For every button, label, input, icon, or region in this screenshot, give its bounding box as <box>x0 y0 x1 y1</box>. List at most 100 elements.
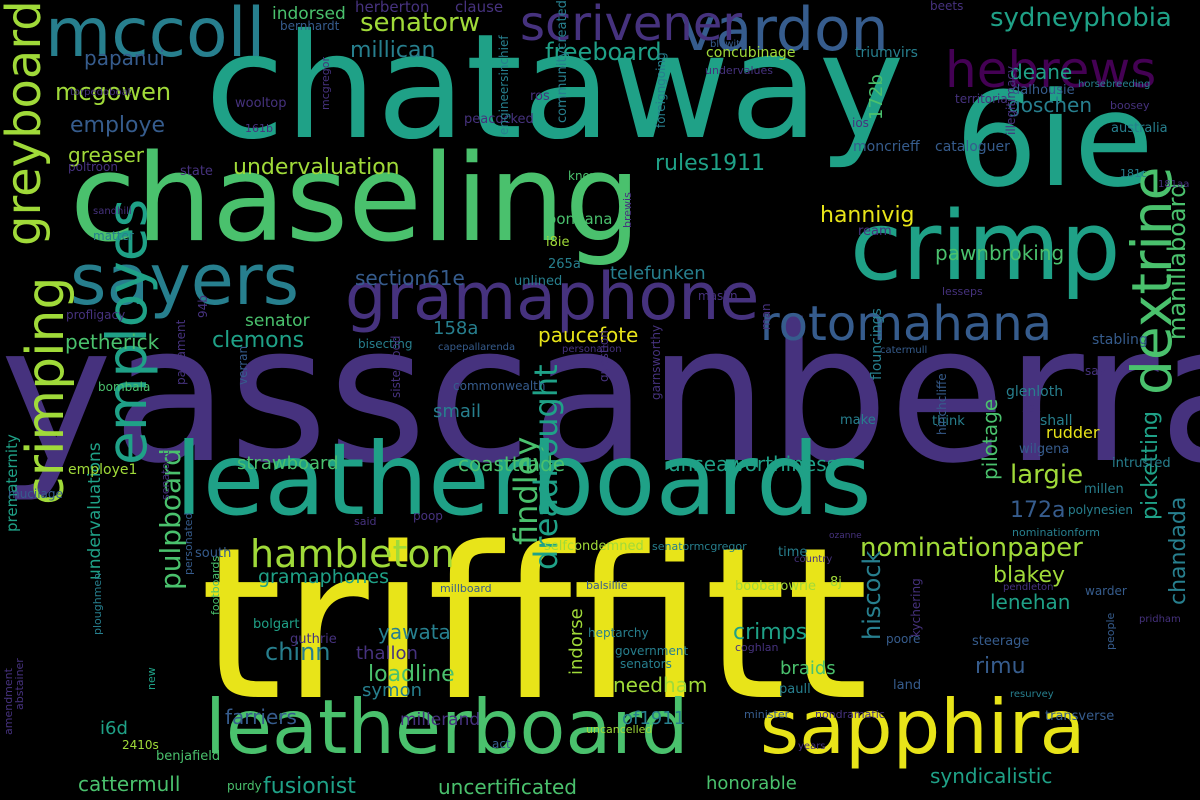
cloud-word: 2410s <box>122 738 159 752</box>
cloud-word: telefunken <box>610 263 706 284</box>
cloud-word: bisecting <box>358 337 413 351</box>
cloud-word: coasttrade <box>458 452 566 476</box>
cloud-word: chaseling <box>70 130 641 269</box>
cloud-word: blowitz <box>710 39 746 50</box>
cloud-word: moncrieff <box>853 139 920 155</box>
cloud-word: hebrews <box>945 41 1157 99</box>
cloud-word: clemons <box>212 328 305 353</box>
cloud-word: benjafield <box>156 749 221 764</box>
cloud-word: 172a <box>1010 498 1066 523</box>
cloud-word: catermull <box>880 345 928 356</box>
cloud-word: country <box>794 554 833 565</box>
cloud-word: beets <box>930 0 964 13</box>
cloud-word: commonwealth <box>453 379 546 393</box>
cloud-word: act <box>492 737 511 751</box>
cloud-word: boobarowrie <box>735 579 816 594</box>
cloud-word: millen <box>1084 482 1124 497</box>
cloud-word: sydneyphobia <box>990 3 1172 33</box>
cloud-word: state <box>180 164 213 179</box>
cloud-word: greaser <box>68 143 144 167</box>
cloud-word: 161b <box>245 122 273 135</box>
cloud-word: verran <box>236 345 250 385</box>
cloud-word: garnsworthy <box>649 324 663 400</box>
cloud-word: lesseps <box>942 285 983 298</box>
cloud-word: question <box>597 330 611 382</box>
cloud-word: symon <box>362 680 422 701</box>
cloud-word: scrivener <box>520 0 743 52</box>
cloud-word: pridham <box>1139 614 1181 625</box>
cloud-word: chandada <box>1166 496 1191 605</box>
cloud-word: senators <box>620 657 672 671</box>
cloud-word: 172b <box>866 74 887 120</box>
cloud-word: mccoll <box>45 0 266 73</box>
cloud-word: coghlan <box>735 641 779 654</box>
cloud-word: rimu <box>975 654 1026 679</box>
cloud-word: territoria <box>955 92 1008 106</box>
cloud-word: engineersinchief <box>497 35 511 135</box>
cloud-word: resurvey <box>1010 689 1054 700</box>
cloud-word: time <box>778 545 808 560</box>
cloud-word: heptarchy <box>588 626 649 640</box>
cloud-word: balsillie <box>586 579 628 592</box>
cloud-word: hambleton <box>250 532 455 576</box>
cloud-word: footboards <box>209 555 222 615</box>
cloud-word: hiscock <box>858 550 886 640</box>
cloud-word: prematernity <box>3 434 21 532</box>
cloud-word: selfcondemned <box>544 539 644 554</box>
cloud-word: bernhardt <box>280 19 340 33</box>
cloud-word: australia <box>1111 121 1168 136</box>
cloud-word: warder <box>1085 584 1127 598</box>
cloud-word: flouncings <box>869 308 885 380</box>
cloud-word: glenloth <box>1006 384 1064 400</box>
cloud-word: intrusted <box>1112 456 1171 471</box>
cloud-word: uncertificated <box>438 775 577 799</box>
cloud-word: nominationpaper <box>860 533 1083 563</box>
cloud-word: 181c <box>1120 167 1148 180</box>
cloud-word: personation <box>562 344 622 355</box>
cloud-word: clause <box>455 0 504 16</box>
cloud-word: crimps <box>733 620 808 645</box>
cloud-word: profligacy <box>66 308 126 322</box>
cloud-word: purdy <box>227 779 262 793</box>
cloud-word: shall <box>1040 413 1073 429</box>
cloud-word: rules1911 <box>655 151 766 176</box>
cloud-word: farriers <box>225 705 297 729</box>
cloud-word: ros <box>530 89 550 104</box>
cloud-word: horsebreeding <box>1078 79 1151 90</box>
cloud-word: of1911 <box>622 708 686 729</box>
cloud-word: man <box>759 303 773 330</box>
cloud-word: 265a <box>548 257 581 272</box>
cloud-word: braids <box>780 658 836 679</box>
cloud-word: peacocked <box>464 112 534 127</box>
cloud-word: bolgart <box>253 617 300 632</box>
cloud-word: 181aa <box>1158 179 1190 190</box>
cloud-word: section61e <box>355 266 465 290</box>
cloud-word: kychering <box>909 578 923 637</box>
cloud-word: pendleton <box>1003 582 1054 593</box>
cloud-word: needham <box>613 673 708 697</box>
cloud-word: millican <box>350 38 436 63</box>
cloud-word: deane <box>1010 60 1073 84</box>
cloud-word: steerage <box>972 634 1030 649</box>
cloud-word: manillaboard <box>1163 182 1191 340</box>
cloud-word: goschen <box>1008 93 1093 117</box>
cloud-word: amendment <box>2 668 15 735</box>
cloud-word: dalhousie <box>1012 83 1075 98</box>
cloud-word: freeboard <box>545 38 662 66</box>
cloud-word: millboard <box>440 582 492 595</box>
cloud-word: thallon <box>356 643 418 664</box>
cloud-word: loongana <box>543 210 613 228</box>
cloud-word: wilgena <box>1019 442 1070 457</box>
cloud-word: sayers <box>70 239 300 321</box>
cloud-word: south <box>195 546 232 561</box>
cloud-word: indorse <box>566 608 587 675</box>
cloud-word: poltroon <box>68 160 118 174</box>
cloud-word: i8ie <box>546 235 570 250</box>
cloud-word: crimping <box>16 276 76 506</box>
cloud-word: think <box>932 414 965 429</box>
cloud-word: years <box>798 741 826 752</box>
cloud-word: 531 <box>1022 404 1042 415</box>
cloud-word: 94b <box>196 295 210 318</box>
cloud-word: torpedoboat <box>70 87 132 98</box>
